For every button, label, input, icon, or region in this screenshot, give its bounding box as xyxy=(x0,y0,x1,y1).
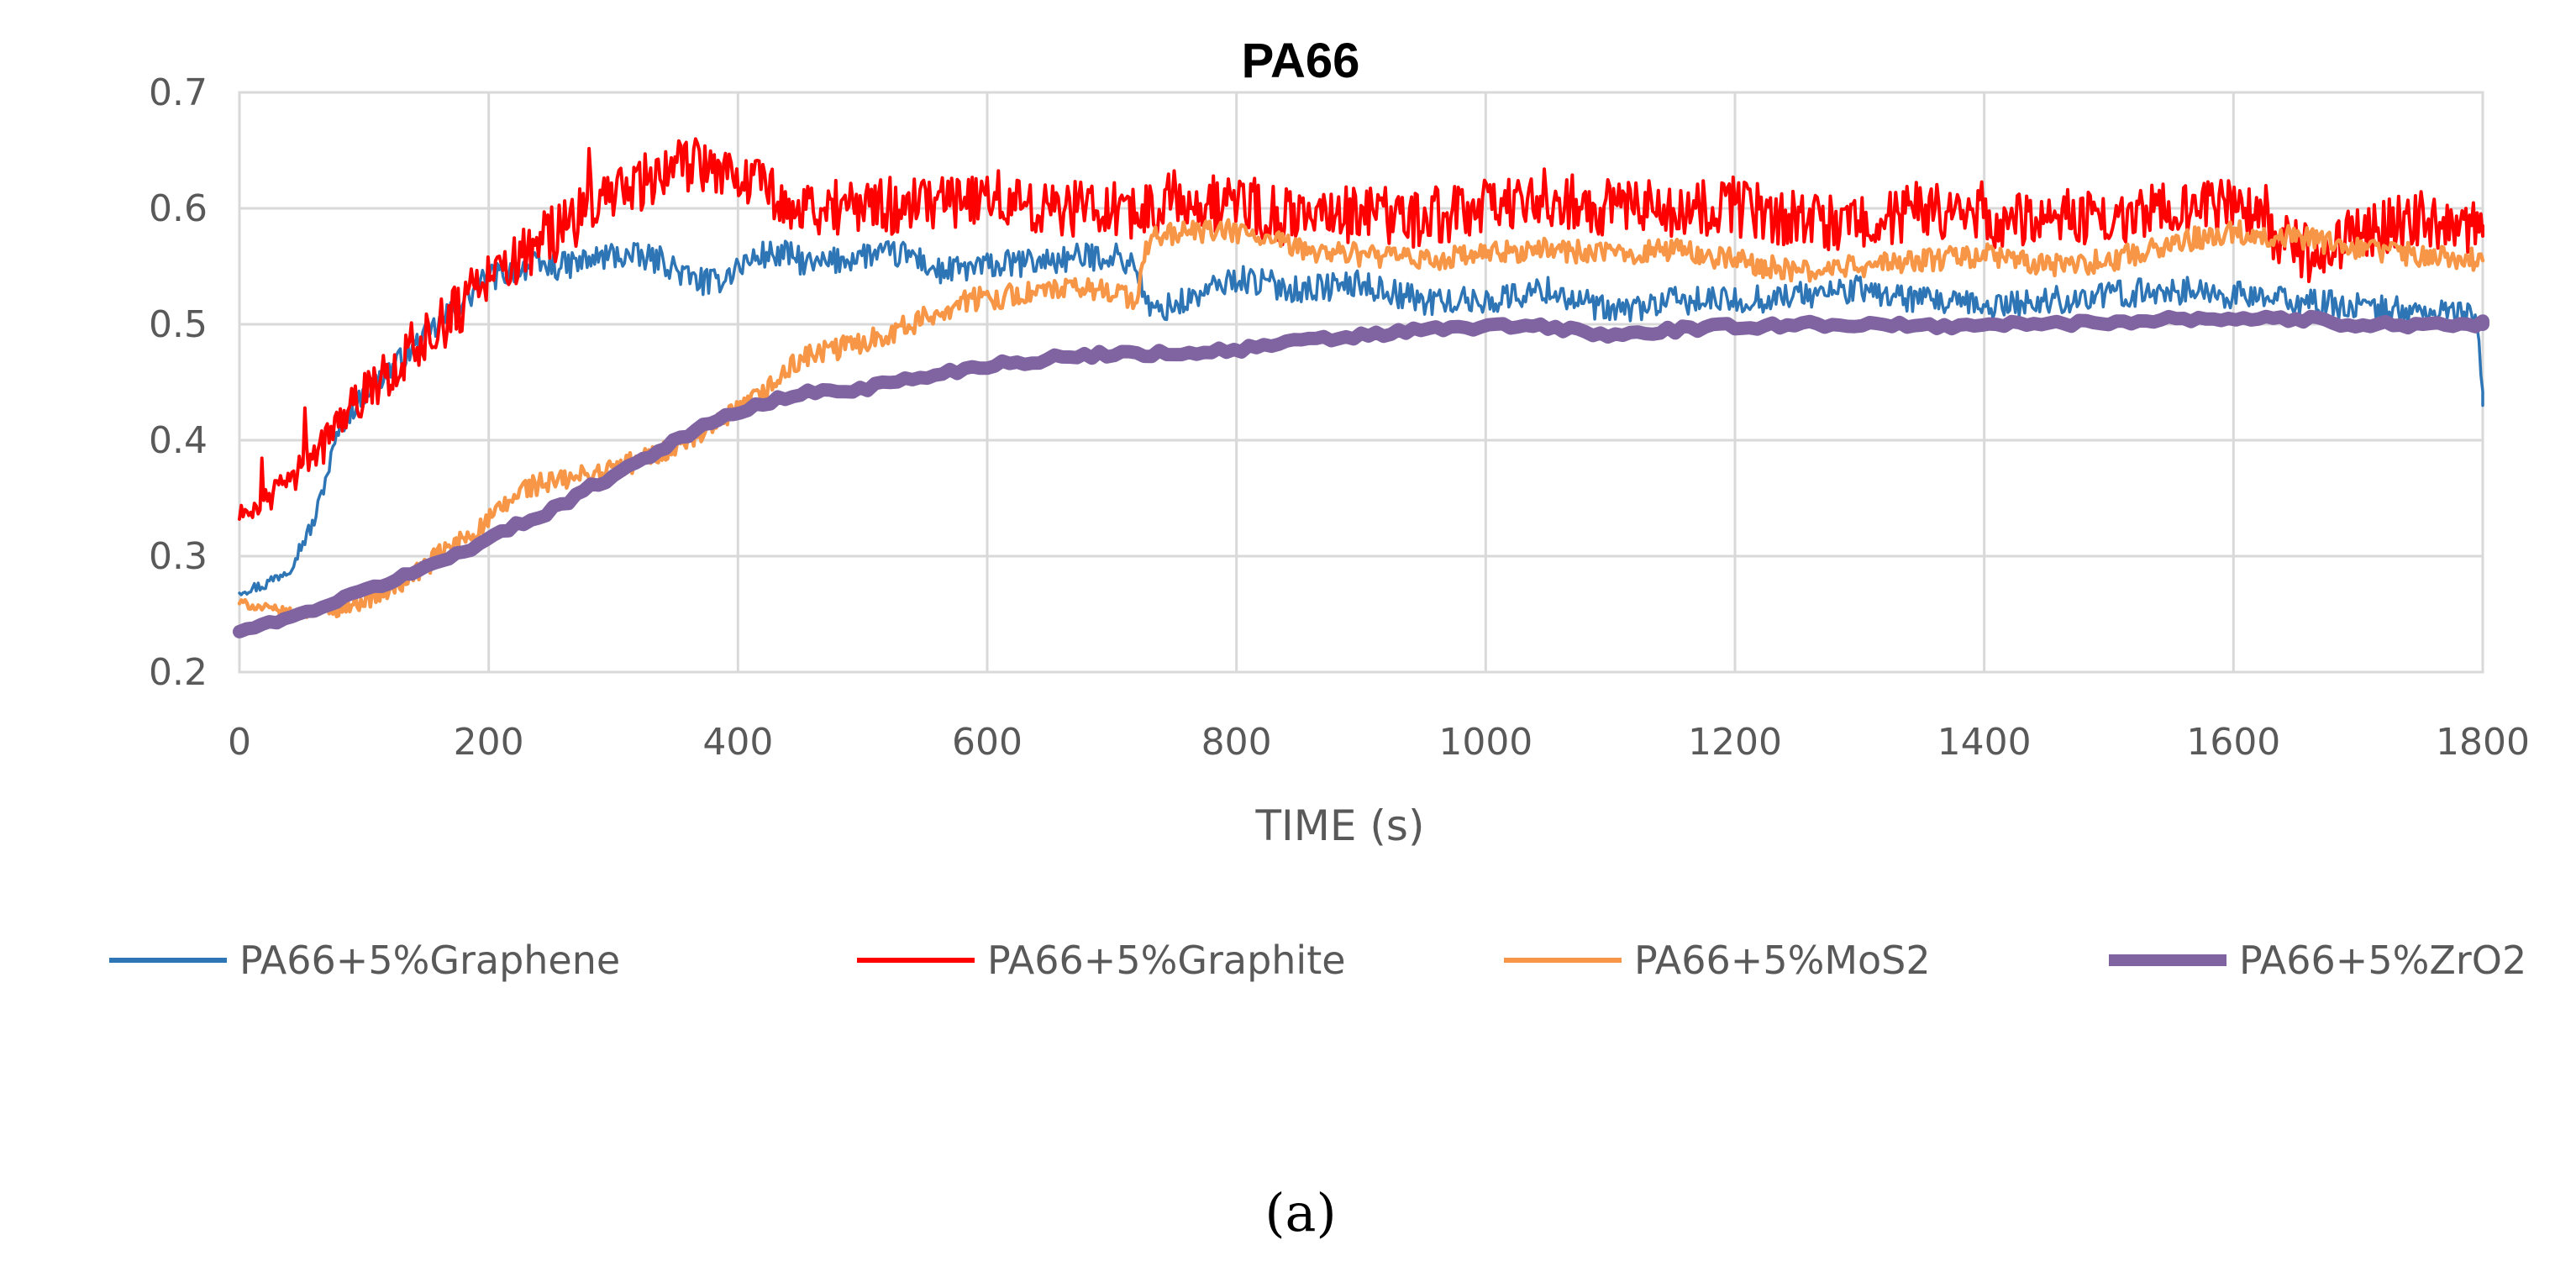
legend-label: PA66+5%ZrO2 xyxy=(2239,938,2526,983)
y-tick-label: 0.4 xyxy=(149,419,208,462)
figure-caption: (a) xyxy=(1264,1182,1336,1243)
y-tick-label: 0.2 xyxy=(149,651,208,694)
x-tick-label: 400 xyxy=(702,721,773,764)
x-axis-tick-labels: 0 200 400 600 800 1000 1200 1400 1600 1800 xyxy=(228,721,2530,764)
x-tick-label: 1600 xyxy=(2186,721,2280,764)
series-line-pa66-5-mos2 xyxy=(237,218,2485,621)
legend-label: PA66+5%Graphite xyxy=(987,938,1346,983)
x-axis-title: TIME (s) xyxy=(1255,801,1425,850)
legend-label: PA66+5%Graphene xyxy=(239,938,620,983)
y-axis-tick-labels: 0.2 0.3 0.4 0.5 0.6 0.7 xyxy=(149,71,208,694)
x-tick-label: 1400 xyxy=(1937,721,2032,764)
chart-title: PA66 xyxy=(1242,34,1360,88)
x-tick-label: 0 xyxy=(228,721,251,764)
series-line-pa66-5-graphite xyxy=(238,137,2484,521)
y-tick-label: 0.3 xyxy=(149,535,208,578)
x-tick-label: 1000 xyxy=(1438,721,1532,764)
legend-label: PA66+5%MoS2 xyxy=(1634,938,1931,983)
legend: PA66+5%Graphene PA66+5%Graphite PA66+5%MoS… xyxy=(109,938,2526,983)
x-tick-label: 1200 xyxy=(1688,721,1782,764)
series-layer xyxy=(233,137,2489,638)
x-tick-label: 1800 xyxy=(2436,721,2530,764)
x-tick-label: 600 xyxy=(952,721,1023,764)
y-tick-label: 0.6 xyxy=(149,187,208,230)
x-tick-label: 200 xyxy=(454,721,524,764)
series-line-pa66-5-graphene xyxy=(238,239,2484,596)
y-tick-label: 0.7 xyxy=(149,71,208,114)
x-tick-label: 800 xyxy=(1201,721,1272,764)
y-tick-label: 0.5 xyxy=(149,303,208,346)
series-line-pa66-5-zro2 xyxy=(233,309,2489,638)
